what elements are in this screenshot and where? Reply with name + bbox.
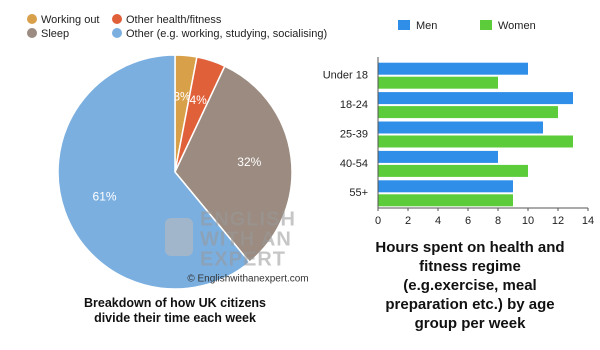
pie-slice — [174, 65, 293, 264]
legend-label: Other health/fitness — [126, 14, 222, 26]
legend-marker — [27, 28, 37, 38]
slice-label: 61% — [93, 190, 117, 204]
bar — [378, 62, 528, 75]
x-tick-label: 4 — [435, 215, 441, 227]
watermark-icon — [165, 218, 193, 256]
bar — [378, 150, 498, 163]
bar — [378, 164, 528, 177]
x-tick-label: 2 — [405, 215, 411, 227]
legend-label: Other (e.g. working, studying, socialisi… — [126, 28, 327, 40]
x-tick-label: 6 — [465, 215, 471, 227]
pie-slice — [57, 54, 251, 290]
slice-label: 32% — [237, 155, 261, 169]
watermark-logo: WITH AN — [200, 228, 292, 250]
pie-title: Breakdown of how UK citizens divide thei… — [84, 296, 266, 325]
bar — [378, 106, 558, 119]
slice-label: 3% — [173, 90, 191, 104]
legend-marker — [398, 20, 410, 30]
watermark-logo: EXPERT — [200, 248, 286, 270]
legend-label: Working out — [41, 14, 100, 26]
legend-label: Sleep — [41, 28, 69, 40]
legend-marker — [112, 14, 122, 24]
legend-label: Men — [416, 20, 437, 32]
watermark-credit: © Englishwithanexpert.com — [187, 274, 308, 285]
legend-marker — [27, 14, 37, 24]
bar — [378, 194, 513, 207]
bar — [378, 121, 543, 134]
bar — [378, 76, 498, 89]
legend-marker — [112, 28, 122, 38]
x-tick-label: 14 — [582, 215, 594, 227]
y-tick-label: 25-39 — [340, 128, 368, 140]
y-tick-label: 40-54 — [340, 158, 368, 170]
watermark-logo: ENGLISH — [200, 208, 296, 230]
slice-label: 4% — [189, 93, 207, 107]
bar — [378, 135, 573, 148]
y-tick-label: 55+ — [349, 187, 368, 199]
x-tick-label: 0 — [375, 215, 381, 227]
x-tick-label: 10 — [522, 215, 534, 227]
y-tick-label: Under 18 — [323, 70, 368, 82]
legend-marker — [480, 20, 492, 30]
x-tick-label: 8 — [495, 215, 501, 227]
bar — [378, 180, 513, 193]
bar-title: Hours spent on health and fitness regime… — [375, 239, 565, 332]
y-tick-label: 18-24 — [340, 99, 368, 111]
legend-label: Women — [498, 20, 536, 32]
bar — [378, 92, 573, 105]
x-tick-label: 12 — [552, 215, 564, 227]
